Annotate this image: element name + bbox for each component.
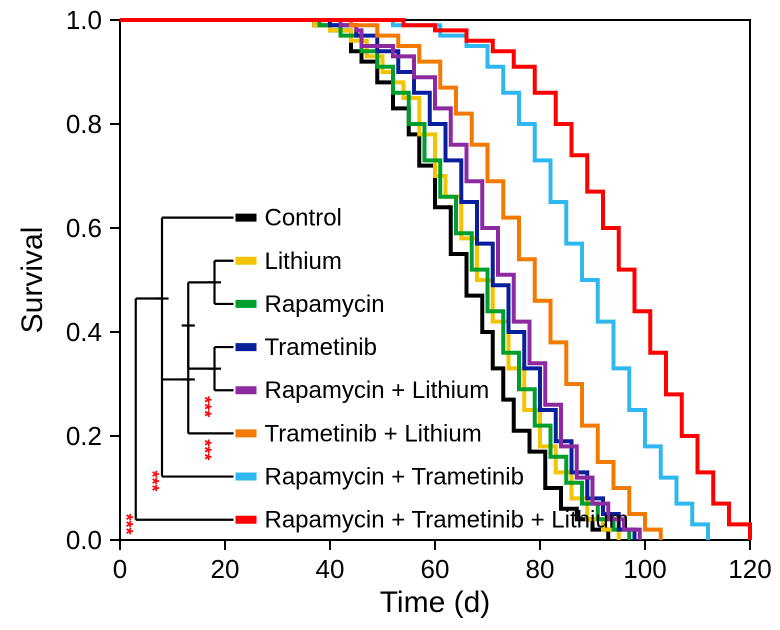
svg-text:60: 60 [421, 554, 450, 584]
survival-chart: 0 20 40 60 80 100 120 Time (d) 0.0 0.2 0.4 0.6 0.8 1.… [0, 0, 780, 630]
chart-container: { "chart": { "type": "line", "width": 78… [0, 0, 780, 630]
y-axis-label: Survival [16, 227, 49, 334]
legend-label-6: Rapamycin + Trametinib [265, 464, 524, 491]
legend-label-3: Trametinib [265, 334, 377, 361]
svg-text:0.0: 0.0 [66, 525, 102, 555]
svg-text:1.0: 1.0 [66, 5, 102, 35]
x-axis-label: Time (d) [380, 586, 491, 619]
svg-text:100: 100 [623, 554, 666, 584]
svg-text:80: 80 [526, 554, 555, 584]
series-line-5 [120, 20, 661, 540]
svg-text:0: 0 [113, 554, 127, 584]
legend-label-0: Control [265, 205, 342, 232]
sig-stars: *** [142, 470, 162, 491]
svg-text:120: 120 [728, 554, 771, 584]
svg-text:0.2: 0.2 [66, 421, 102, 451]
legend-label-5: Trametinib + Lithium [265, 420, 482, 447]
sig-stars: *** [195, 396, 215, 417]
series-line-2 [120, 20, 629, 540]
sig-stars: *** [195, 439, 215, 460]
svg-text:0.8: 0.8 [66, 109, 102, 139]
sig-stars: *** [116, 514, 136, 535]
legend-label-2: Rapamycin [265, 291, 385, 318]
svg-text:0.6: 0.6 [66, 213, 102, 243]
legend-label-4: Rapamycin + Lithium [265, 377, 490, 404]
svg-text:20: 20 [211, 554, 240, 584]
legend-label-1: Lithium [265, 248, 342, 275]
series-line-4 [120, 20, 640, 540]
svg-text:0.4: 0.4 [66, 317, 102, 347]
svg-text:40: 40 [316, 554, 345, 584]
legend-label-7: Rapamycin + Trametinib + Lithium [265, 507, 629, 534]
